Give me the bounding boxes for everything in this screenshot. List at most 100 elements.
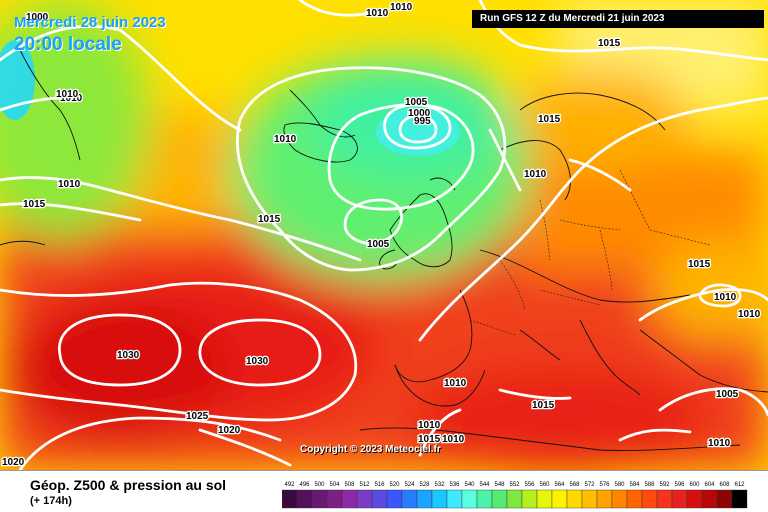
- legend-swatch: [476, 489, 493, 509]
- legend-value-label: 508: [344, 482, 355, 488]
- legend-value-label: 524: [404, 482, 415, 488]
- legend-swatch: [371, 489, 388, 509]
- geopotential-field: [0, 0, 768, 470]
- legend-swatch: [416, 489, 433, 509]
- pressure-label: 1010: [60, 93, 83, 104]
- pressure-label: 1010: [274, 134, 297, 145]
- legend-swatch: [656, 489, 673, 509]
- model-run-label: Run GFS 12 Z du Mercredi 21 juin 2023: [472, 10, 764, 28]
- copyright-notice: Copyright © 2023 Meteociel.fr: [300, 444, 441, 455]
- legend-swatch: [446, 489, 463, 509]
- country-borders: [469, 169, 711, 336]
- legend-value-label: 596: [674, 482, 685, 488]
- legend-swatch: [401, 489, 418, 509]
- legend-value-label: 516: [374, 482, 385, 488]
- pressure-label: 1005: [716, 389, 739, 400]
- legend-swatch: [731, 489, 748, 509]
- pressure-label: 1015: [538, 114, 561, 125]
- legend-value-label: 496: [299, 482, 310, 488]
- legend-swatch: [551, 489, 568, 509]
- coastlines: [0, 49, 768, 451]
- pressure-label: 1030: [246, 356, 269, 367]
- legend-swatch: [386, 489, 403, 509]
- forecast-date: Mercredi 28 juin 2023: [14, 14, 166, 31]
- pressure-label: 1000: [26, 12, 49, 23]
- pressure-label: 1010: [56, 89, 79, 100]
- pressure-label: 1015: [418, 434, 441, 445]
- legend-value-label: 544: [479, 482, 490, 488]
- legend-value-label: 532: [434, 482, 445, 488]
- pressure-label: 1010: [444, 378, 467, 389]
- pressure-label: 1015: [532, 400, 555, 411]
- pressure-label: 1010: [524, 169, 547, 180]
- pressure-label: 1015: [688, 259, 711, 270]
- legend-swatch: [671, 489, 688, 509]
- legend-swatch: [566, 489, 583, 509]
- legend-value-label: 504: [329, 482, 340, 488]
- pressure-label: 1010: [708, 438, 731, 449]
- pressure-label: 1030: [117, 350, 140, 361]
- legend-swatch: [282, 489, 298, 509]
- legend-value-label: 560: [539, 482, 550, 488]
- legend-swatch: [311, 489, 328, 509]
- legend-swatch: [461, 489, 478, 509]
- legend-value-label: 548: [494, 482, 505, 488]
- legend-value-label: 564: [554, 482, 565, 488]
- pressure-label: 1020: [2, 457, 25, 468]
- pressure-label: 1005: [405, 97, 428, 108]
- legend-swatch: [491, 489, 508, 509]
- legend-swatch: [341, 489, 358, 509]
- legend-value-label: 580: [614, 482, 625, 488]
- pressure-label: 1025: [186, 411, 209, 422]
- legend-value-label: 520: [389, 482, 400, 488]
- legend-value-label: 492: [284, 482, 295, 488]
- pressure-label: 1010: [390, 2, 413, 13]
- legend-value-label: 556: [524, 482, 535, 488]
- legend-swatch: [611, 489, 628, 509]
- pressure-label: 1010: [442, 434, 465, 445]
- legend-value-label: 552: [509, 482, 520, 488]
- legend-swatch: [326, 489, 343, 509]
- isobars: [0, 0, 768, 470]
- legend-swatch: [536, 489, 553, 509]
- legend-bar: Géop. Z500 & pression au sol (+ 174h) 49…: [0, 470, 768, 512]
- legend-value-label: 592: [659, 482, 670, 488]
- legend-value-label: 500: [314, 482, 325, 488]
- legend-value-label: 572: [584, 482, 595, 488]
- legend-value-label: 588: [644, 482, 655, 488]
- legend-value-label: 512: [359, 482, 370, 488]
- pressure-label: 1010: [738, 309, 761, 320]
- legend-value-label: 612: [734, 482, 745, 488]
- pressure-label: 995: [414, 116, 431, 127]
- legend-swatch: [581, 489, 598, 509]
- pressure-labels: 1000 1010 1010 1010 1015 1010 1015 1005 …: [1, 1, 762, 470]
- legend-value-label: 600: [689, 482, 700, 488]
- pressure-label: 1015: [23, 199, 46, 210]
- legend-swatch: [521, 489, 538, 509]
- legend-swatch: [506, 489, 523, 509]
- legend-value-label: 608: [719, 482, 730, 488]
- legend-swatch: [296, 489, 313, 509]
- legend-value-label: 604: [704, 482, 715, 488]
- pressure-label: 1005: [367, 239, 390, 250]
- legend-value-label: 584: [629, 482, 640, 488]
- pressure-label: 1015: [598, 38, 621, 49]
- legend-swatch: [596, 489, 613, 509]
- legend-value-label: 540: [464, 482, 475, 488]
- legend-swatch: [641, 489, 658, 509]
- legend-swatch: [626, 489, 643, 509]
- legend-value-label: 536: [449, 482, 460, 488]
- pressure-label: 1020: [218, 425, 241, 436]
- legend-swatch: [431, 489, 448, 509]
- weather-map: 1000 1010 1010 1010 1015 1010 1015 1005 …: [0, 0, 768, 470]
- pressure-label: 1015: [258, 214, 281, 225]
- pressure-label: 1010: [366, 8, 389, 19]
- pressure-label: 1010: [418, 420, 441, 431]
- pressure-label: 1000: [408, 108, 431, 119]
- legend-swatch: [701, 489, 718, 509]
- legend-value-label: 568: [569, 482, 580, 488]
- legend-swatch: [716, 489, 733, 509]
- color-scale-legend: 492 496 500 504 508 512 516 520 524 528 532 536 540 5…: [282, 482, 748, 509]
- pressure-label: 1010: [714, 292, 737, 303]
